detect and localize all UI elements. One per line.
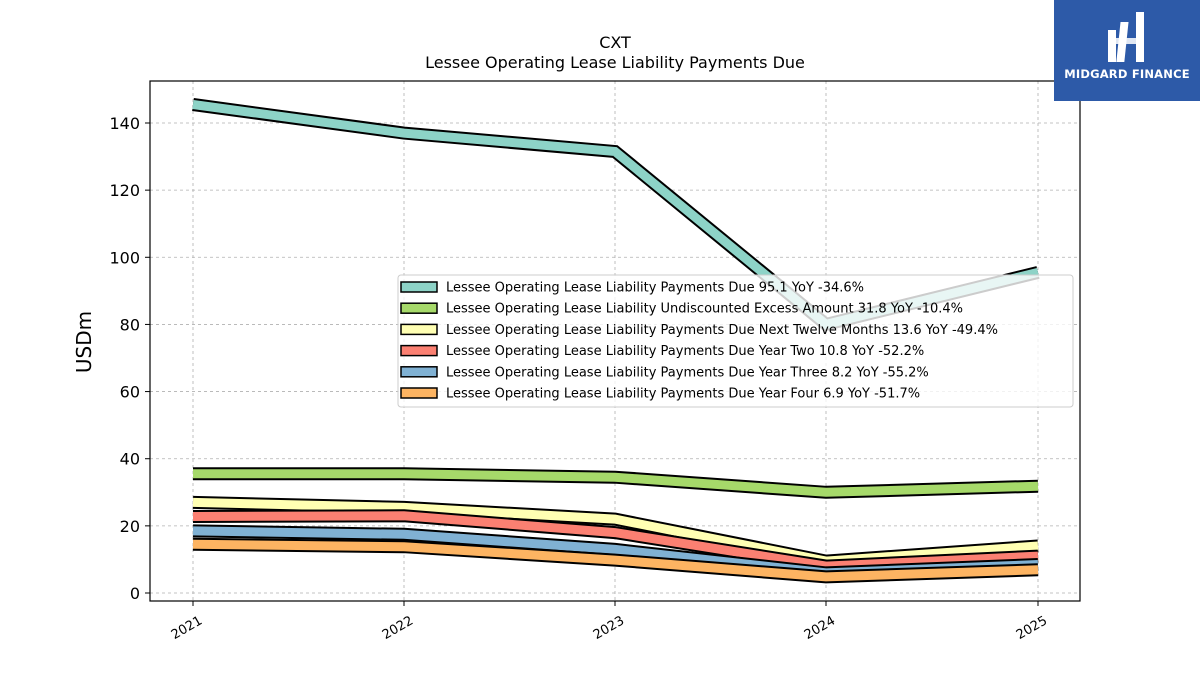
legend-swatch bbox=[400, 323, 438, 336]
x-tick-label: 2024 bbox=[802, 613, 838, 643]
y-tick-label: 100 bbox=[109, 248, 140, 267]
x-tick-label: 2023 bbox=[591, 613, 627, 643]
y-axis-label: USDm bbox=[72, 311, 96, 373]
chart-title: CXT bbox=[599, 33, 631, 52]
brand-logo: MIDGARD FINANCE bbox=[1054, 0, 1200, 101]
x-tick-label: 2025 bbox=[1014, 613, 1050, 643]
legend-swatch bbox=[400, 344, 438, 357]
midgard-logo-icon bbox=[1108, 12, 1144, 62]
legend-label: Lessee Operating Lease Liability Payment… bbox=[446, 365, 929, 380]
y-tick-label: 20 bbox=[120, 517, 140, 536]
y-tick-label: 60 bbox=[120, 383, 140, 402]
legend: Lessee Operating Lease Liability Payment… bbox=[397, 274, 1074, 408]
legend-label: Lessee Operating Lease Liability Payment… bbox=[446, 281, 864, 296]
legend-swatch bbox=[400, 302, 438, 314]
legend-swatch bbox=[400, 281, 438, 293]
legend-box bbox=[397, 274, 1074, 408]
x-tick-label: 2022 bbox=[380, 613, 416, 643]
y-tick-label: 0 bbox=[130, 584, 140, 603]
legend-label: Lessee Operating Lease Liability Payment… bbox=[446, 387, 920, 402]
y-tick-label: 140 bbox=[109, 114, 140, 133]
chart-subtitle: Lessee Operating Lease Liability Payment… bbox=[425, 53, 805, 72]
legend-label: Lessee Operating Lease Liability Undisco… bbox=[446, 302, 963, 317]
legend-swatch bbox=[400, 366, 438, 378]
x-tick-label: 2021 bbox=[169, 613, 205, 643]
y-tick-label: 80 bbox=[120, 315, 140, 334]
legend-label: Lessee Operating Lease Liability Payment… bbox=[446, 344, 924, 359]
y-tick-label: 40 bbox=[120, 450, 140, 469]
legend-label: Lessee Operating Lease Liability Payment… bbox=[446, 323, 998, 338]
y-tick-label: 120 bbox=[109, 181, 140, 200]
legend-swatch bbox=[400, 387, 438, 399]
brand-name: MIDGARD FINANCE bbox=[1064, 67, 1190, 81]
